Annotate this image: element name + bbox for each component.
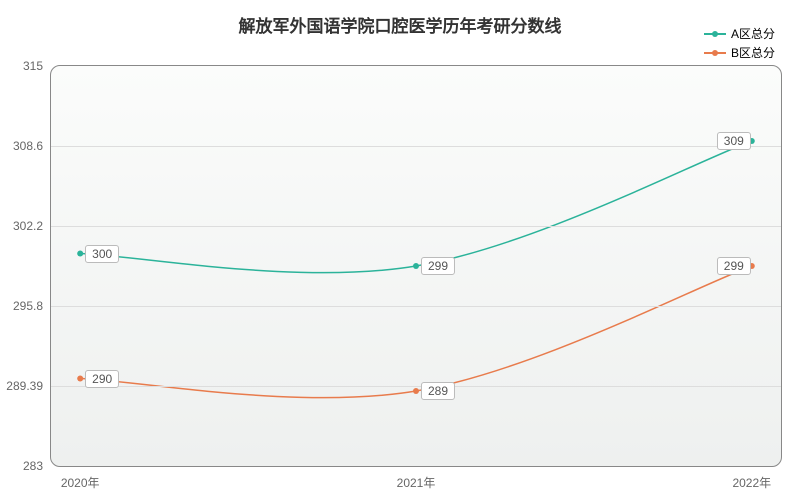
- legend-label: A区总分: [731, 25, 775, 42]
- data-label: 299: [717, 257, 751, 275]
- chart-title: 解放军外国语学院口腔医学历年考研分数线: [0, 12, 800, 37]
- data-label: 300: [85, 245, 119, 263]
- data-point: [413, 388, 419, 394]
- data-point: [413, 263, 419, 269]
- x-tick-label: 2022年: [732, 466, 771, 491]
- data-point: [77, 376, 83, 382]
- y-tick-label: 315: [23, 59, 51, 73]
- plot-area: 283289.39295.8302.2308.63152020年2021年202…: [50, 65, 782, 467]
- legend-item: B区总分: [704, 44, 775, 61]
- legend-item: A区总分: [704, 25, 775, 42]
- gridline: [51, 386, 781, 387]
- chart-lines: [51, 66, 781, 466]
- y-tick-label: 289.39: [6, 379, 51, 393]
- data-label: 289: [421, 382, 455, 400]
- series-line: [80, 141, 752, 273]
- chart-container: 解放军外国语学院口腔医学历年考研分数线 A区总分 B区总分 283289.392…: [0, 0, 800, 500]
- legend: A区总分 B区总分: [704, 25, 775, 63]
- x-tick-label: 2020年: [61, 466, 100, 491]
- y-tick-label: 308.6: [13, 139, 51, 153]
- y-tick-label: 302.2: [13, 219, 51, 233]
- y-tick-label: 283: [23, 459, 51, 473]
- data-label: 290: [85, 370, 119, 388]
- data-label: 309: [717, 132, 751, 150]
- gridline: [51, 226, 781, 227]
- x-tick-label: 2021年: [397, 466, 436, 491]
- gridline: [51, 306, 781, 307]
- legend-label: B区总分: [731, 44, 775, 61]
- series-line: [80, 266, 752, 398]
- data-label: 299: [421, 257, 455, 275]
- legend-swatch: [704, 52, 726, 54]
- data-point: [77, 251, 83, 257]
- legend-swatch: [704, 33, 726, 35]
- y-tick-label: 295.8: [13, 299, 51, 313]
- gridline: [51, 146, 781, 147]
